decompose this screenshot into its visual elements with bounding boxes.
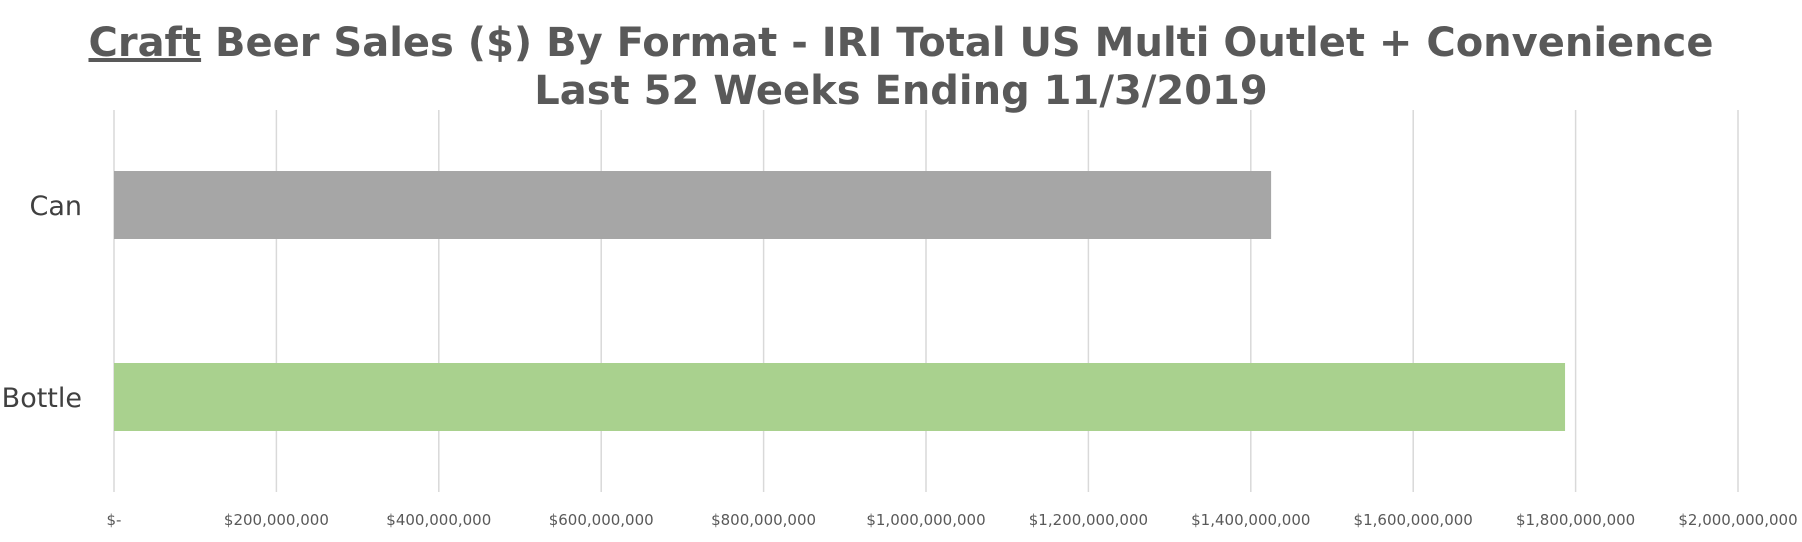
bars — [114, 171, 1566, 431]
x-tick-label-6: $1,200,000,000 — [1029, 511, 1148, 529]
x-tick-label-4: $800,000,000 — [711, 511, 816, 529]
chart-title-line-2: Last 52 Weeks Ending 11/3/2019 — [534, 68, 1267, 114]
x-axis-tick-labels: $- $200,000,000 $400,000,000 $600,000,000 $8… — [107, 511, 1798, 529]
category-label-can: Can — [29, 191, 82, 222]
gridlines — [113, 110, 1739, 492]
x-tick-label-7: $1,400,000,000 — [1191, 511, 1310, 529]
bar-bottle — [114, 363, 1566, 431]
x-tick-label-9: $1,800,000,000 — [1516, 511, 1635, 529]
x-tick-label-2: $400,000,000 — [386, 511, 491, 529]
x-tick-label-10: $2,000,000,000 — [1678, 511, 1797, 529]
category-label-bottle: Bottle — [2, 383, 82, 414]
title-underlined-word: Craft — [88, 20, 201, 66]
title-line-1-rest: Beer Sales ($) By Format - IRI Total US … — [201, 20, 1713, 66]
chart-title: Craft Beer Sales ($) By Format - IRI Tot… — [88, 20, 1713, 114]
x-tick-label-0: $- — [107, 511, 122, 529]
x-tick-label-1: $200,000,000 — [224, 511, 329, 529]
bar-can — [114, 171, 1272, 239]
category-labels: Can Bottle — [2, 191, 82, 414]
x-tick-label-5: $1,000,000,000 — [866, 511, 985, 529]
x-tick-label-3: $600,000,000 — [549, 511, 654, 529]
x-tick-label-8: $1,600,000,000 — [1354, 511, 1473, 529]
chart-title-line-1: Craft Beer Sales ($) By Format - IRI Tot… — [88, 20, 1713, 66]
